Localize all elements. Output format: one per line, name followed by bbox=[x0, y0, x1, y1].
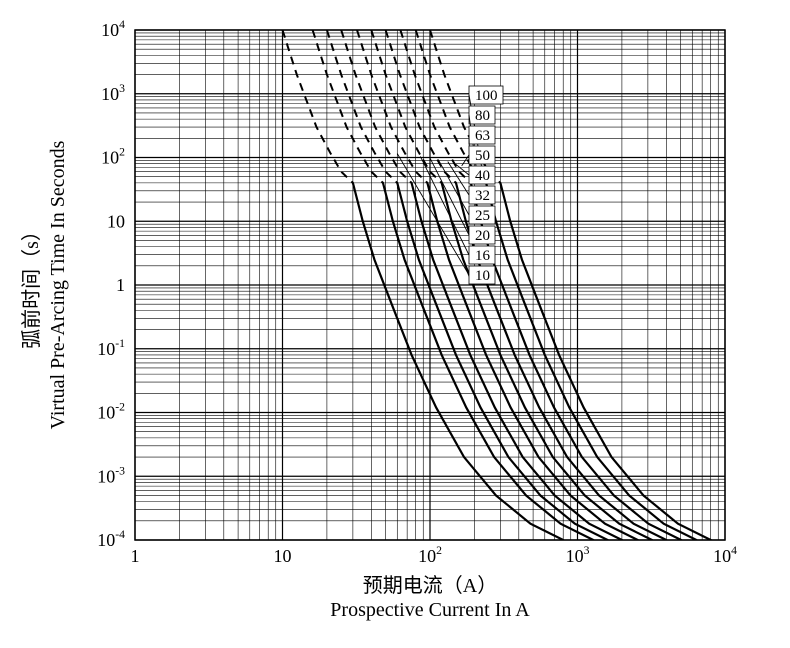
curve-label: 50 bbox=[475, 148, 490, 164]
curve-label: 10 bbox=[475, 268, 490, 284]
x-tick: 10 bbox=[274, 546, 292, 566]
y-axis-label-cn: 弧前时间（s） bbox=[20, 221, 43, 349]
x-axis-label-cn: 预期电流（A） bbox=[363, 574, 497, 597]
y-axis-label-en: Virtual Pre-Arcing Time In Seconds bbox=[47, 140, 69, 429]
y-tick: 1 bbox=[116, 275, 125, 295]
curve-label: 16 bbox=[475, 248, 491, 264]
curve-label: 63 bbox=[475, 128, 490, 144]
curve-label: 40 bbox=[475, 168, 490, 184]
curve-label: 80 bbox=[475, 108, 490, 124]
x-axis-label-en: Prospective Current In A bbox=[330, 599, 530, 621]
x-tick: 1 bbox=[131, 546, 140, 566]
time-current-chart: 11010210310410-410-310-210-1110102103104… bbox=[0, 0, 790, 648]
curve-label: 100 bbox=[475, 88, 498, 104]
curve-label: 20 bbox=[475, 228, 490, 244]
y-tick: 10 bbox=[107, 211, 125, 231]
curve-label: 32 bbox=[475, 188, 490, 204]
curve-label: 25 bbox=[475, 208, 490, 224]
